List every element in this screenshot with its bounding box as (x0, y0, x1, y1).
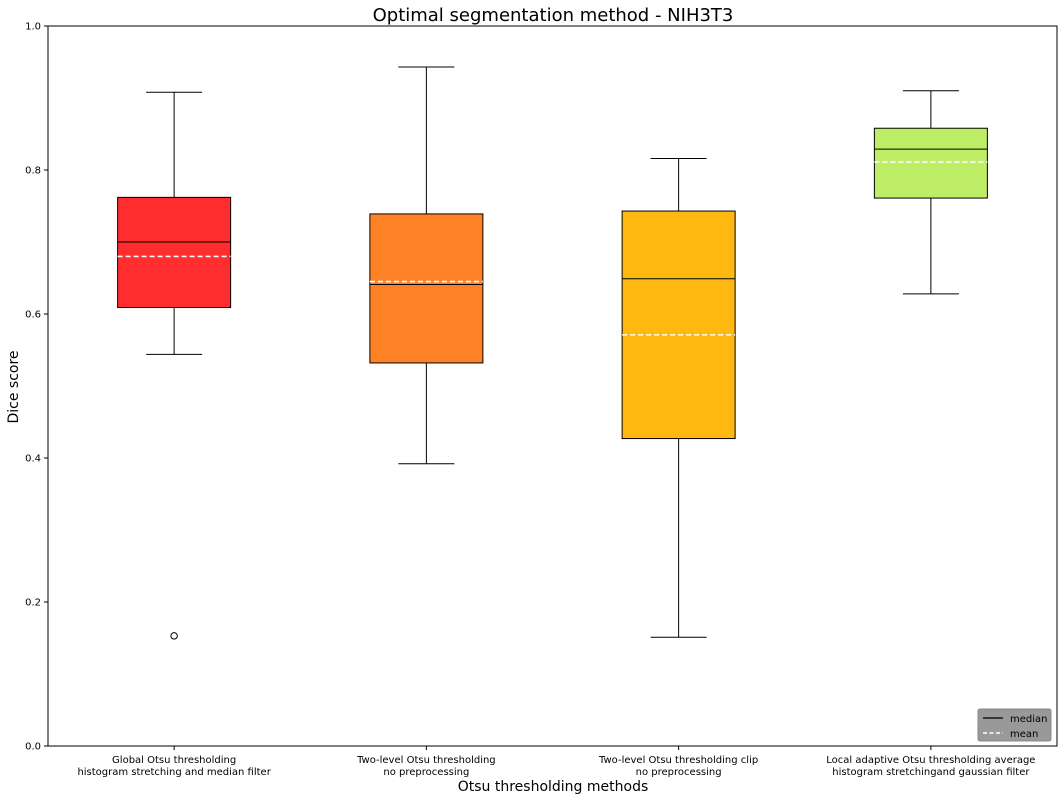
y-tick-label: 0.4 (25, 454, 41, 465)
legend-mean-label: mean (1010, 729, 1038, 740)
iqr-box (369, 213, 484, 364)
box-2 (369, 66, 484, 465)
iqr-box (873, 127, 988, 199)
y-tick-label: 0.8 (25, 166, 41, 177)
x-tick-label: Two-level Otsu thresholding (356, 755, 496, 766)
y-tick-label: 0.0 (25, 742, 41, 753)
x-tick-label: no preprocessing (383, 767, 469, 778)
iqr-box (117, 196, 232, 309)
box-series (117, 66, 988, 640)
iqr-box (621, 210, 736, 440)
x-tick-label: Local adaptive Otsu thresholding average (826, 755, 1035, 766)
box-3 (621, 157, 736, 638)
plot-area-frame (47, 25, 1058, 747)
x-axis-label: Otsu thresholding methods (458, 779, 649, 795)
x-tick-label: histogram stretchingand gaussian filter (832, 767, 1030, 778)
x-tick-label: histogram stretching and median filter (77, 767, 271, 778)
box-4 (873, 90, 988, 295)
legend-median-label: median (1010, 714, 1048, 725)
y-axis: 0.0 0.2 0.4 0.6 0.8 1.0 (25, 22, 48, 753)
chart-title: Optimal segmentation method - NIH3T3 (373, 5, 734, 26)
x-tick-label: no preprocessing (636, 767, 722, 778)
legend: median mean (977, 708, 1052, 742)
box-1 (117, 91, 232, 640)
y-tick-label: 0.6 (25, 310, 41, 321)
x-tick-label: Global Otsu thresholding (112, 755, 236, 766)
y-tick-label: 1.0 (25, 22, 41, 33)
outlier-point (170, 632, 178, 640)
y-tick-label: 0.2 (25, 598, 41, 609)
y-axis-label: Dice score (6, 350, 22, 423)
x-tick-label: Two-level Otsu thresholding clip (598, 755, 758, 766)
